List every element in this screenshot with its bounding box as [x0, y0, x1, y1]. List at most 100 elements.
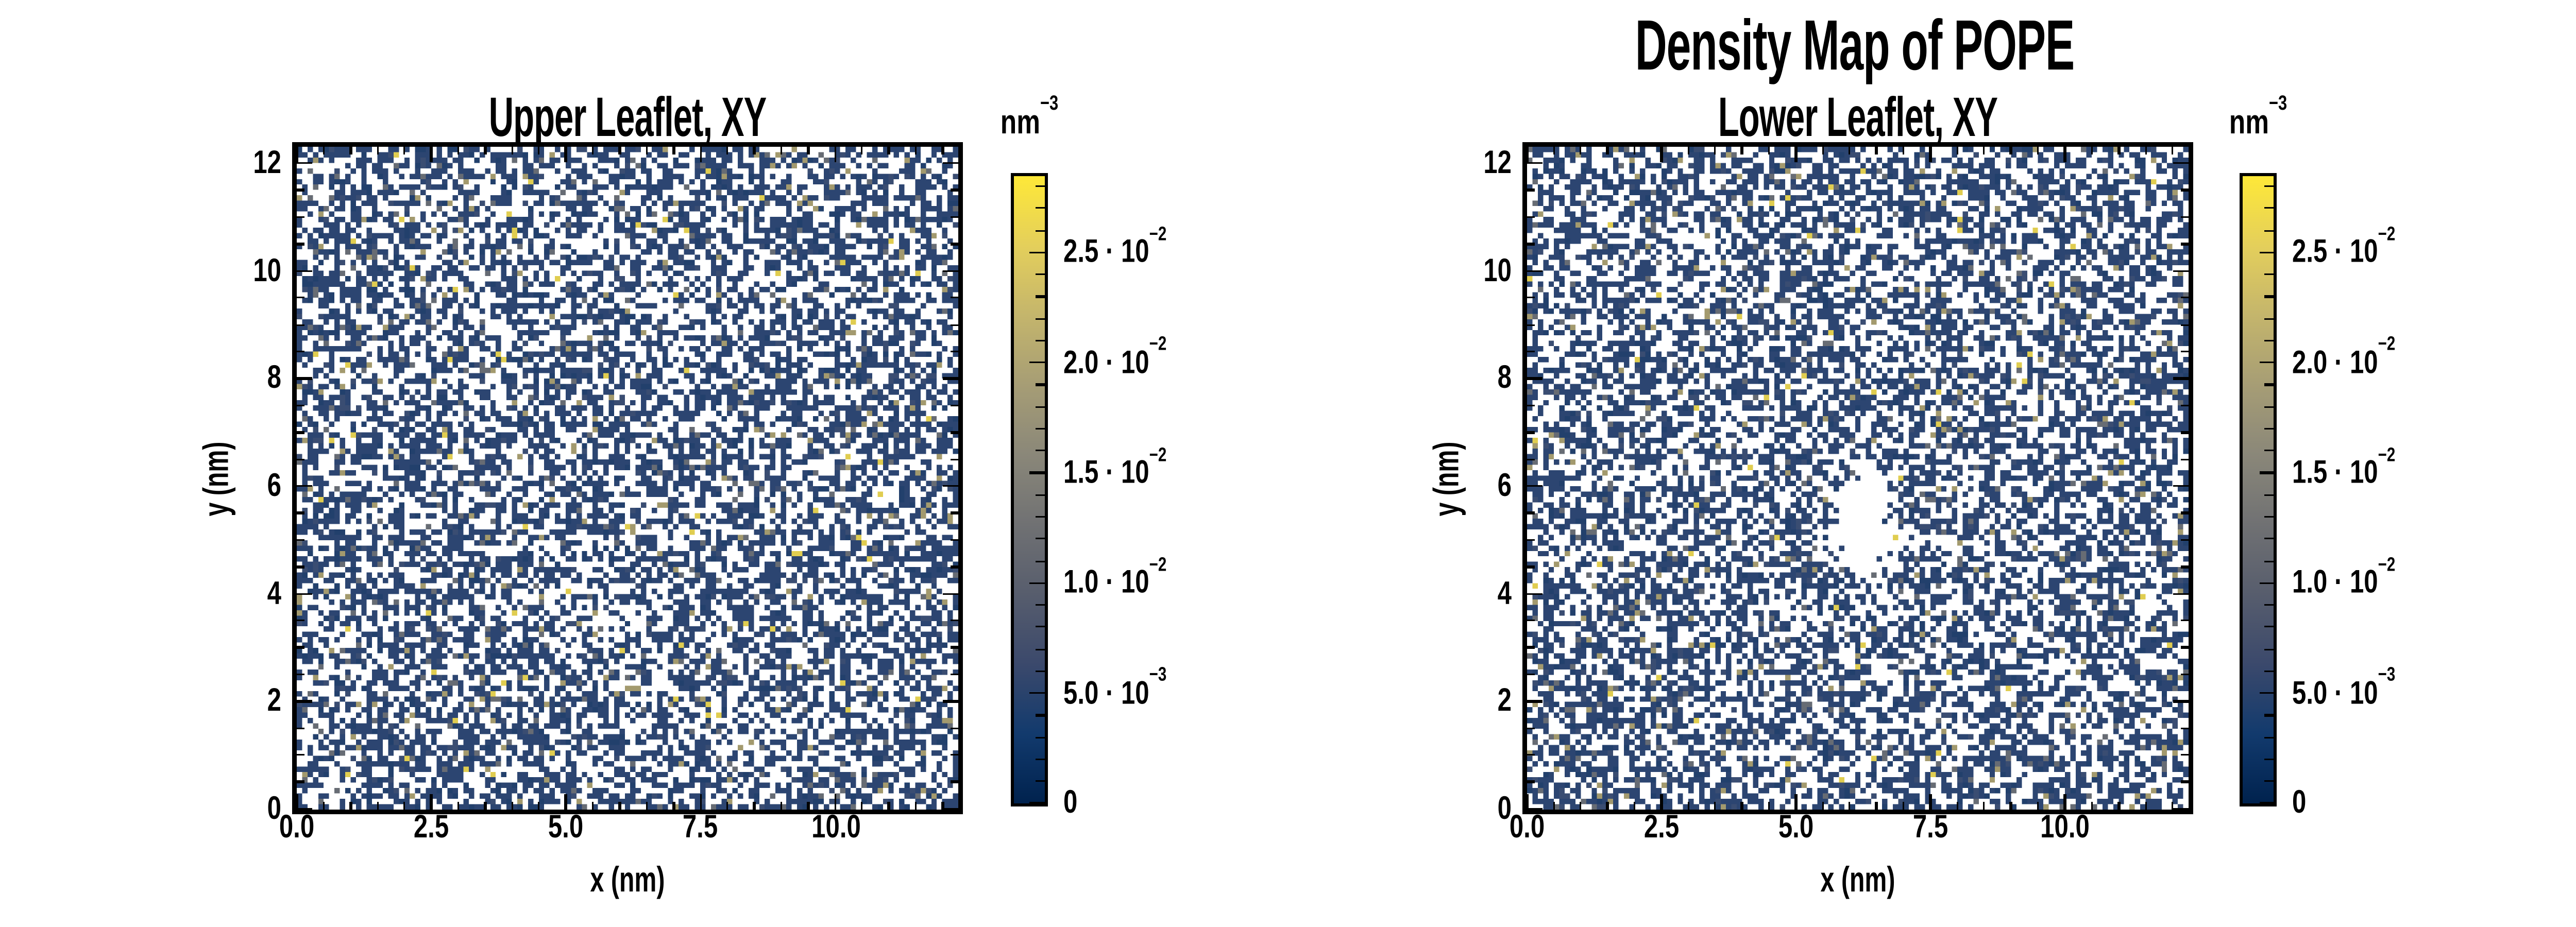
y-tick-label: 2: [1497, 683, 1512, 719]
tick-mark: [2091, 147, 2093, 155]
tick-mark: [538, 147, 540, 155]
tick-mark: [780, 801, 783, 809]
tick-mark: [1527, 270, 1543, 272]
tick-mark: [943, 592, 959, 595]
tick-mark: [2181, 565, 2189, 568]
colorbar-tick-mark: [1035, 229, 1044, 232]
tick-mark: [2037, 801, 2039, 809]
tick-mark: [1579, 801, 1582, 809]
tick-mark: [297, 243, 305, 245]
tick-mark: [1527, 620, 1535, 622]
tick-mark: [2037, 147, 2039, 155]
tick-mark: [951, 243, 959, 245]
colorbar-tick-mark: [2264, 207, 2274, 210]
tick-mark: [2181, 620, 2189, 622]
tick-mark: [1527, 377, 1543, 380]
tick-mark: [349, 801, 352, 809]
tick-mark: [834, 793, 836, 809]
tick-mark: [1902, 147, 1905, 155]
tick-mark: [484, 147, 486, 155]
colorbar-tick-mark: [2264, 560, 2274, 562]
tick-mark: [2181, 243, 2189, 245]
tick-mark: [699, 793, 702, 809]
tick-mark: [1902, 801, 1905, 809]
tick-mark: [1527, 323, 1535, 326]
tick-mark: [1821, 147, 1824, 155]
tick-mark: [951, 404, 959, 407]
tick-mark: [888, 801, 890, 809]
y-tick-label: 6: [1497, 468, 1512, 504]
colorbar-tick-label: 2.0 · 10−2: [2292, 333, 2396, 381]
y-tick-label: 0: [1497, 791, 1512, 827]
colorbar-tick-mark: [1035, 780, 1044, 782]
colorbar-tick-mark: [2264, 339, 2274, 342]
colorbar-tick-mark: [1035, 736, 1044, 739]
tick-mark: [297, 485, 313, 488]
tick-mark: [2181, 754, 2189, 757]
tick-mark: [297, 620, 305, 622]
y-tick-label: 12: [1483, 145, 1512, 181]
tick-mark: [699, 147, 702, 163]
y-tick-label: 4: [267, 575, 282, 611]
colorbar-tick-label: 0: [1062, 785, 1077, 820]
tick-mark: [511, 801, 514, 809]
tick-mark: [1929, 147, 1931, 163]
tick-mark: [297, 323, 305, 326]
x-tick-label: 7.5: [1913, 810, 1948, 845]
tick-mark: [1714, 147, 1717, 155]
tick-mark: [430, 793, 433, 809]
colorbar: [1010, 172, 1047, 806]
tick-mark: [591, 147, 594, 155]
tick-mark: [1849, 801, 1851, 809]
tick-mark: [1633, 147, 1636, 155]
tick-mark: [297, 539, 305, 541]
tick-mark: [296, 793, 298, 809]
tick-mark: [403, 801, 406, 809]
y-tick-label: 8: [267, 360, 282, 396]
x-tick-label: 5.0: [549, 810, 584, 845]
tick-mark: [2171, 147, 2174, 155]
colorbar-tick-mark: [1035, 450, 1044, 452]
colorbar-tick-mark: [1029, 692, 1044, 694]
tick-mark: [1660, 793, 1663, 809]
tick-mark: [2181, 539, 2189, 541]
colorbar-tick-mark: [2264, 317, 2274, 320]
tick-mark: [1849, 147, 1851, 155]
colorbar-tick-mark: [1029, 251, 1044, 253]
tick-mark: [861, 801, 863, 809]
tick-mark: [951, 216, 959, 218]
tick-mark: [951, 458, 959, 460]
tick-mark: [1526, 793, 1528, 809]
tick-mark: [951, 781, 959, 783]
tick-mark: [951, 431, 959, 434]
tick-mark: [591, 801, 594, 809]
tick-mark: [1527, 350, 1535, 353]
tick-mark: [2181, 404, 2189, 407]
colorbar-tick-mark: [1035, 604, 1044, 606]
tick-mark: [1794, 147, 1797, 163]
tick-mark: [376, 147, 379, 155]
tick-mark: [943, 700, 959, 702]
colorbar-tick-mark: [2259, 472, 2274, 474]
tick-mark: [1527, 592, 1543, 595]
tick-mark: [1552, 801, 1555, 809]
colorbar-unit-label: nm−3: [2229, 92, 2288, 141]
colorbar-tick-label: 5.0 · 10−3: [2292, 664, 2396, 711]
tick-mark: [807, 147, 809, 155]
tick-mark: [297, 754, 305, 757]
tick-mark: [297, 216, 305, 218]
tick-mark: [753, 801, 756, 809]
colorbar-tick-mark: [1035, 648, 1044, 650]
tick-mark: [646, 801, 648, 809]
tick-mark: [1714, 801, 1717, 809]
x-axis-label: x (nm): [590, 859, 666, 899]
tick-mark: [1527, 243, 1535, 245]
tick-mark: [1527, 565, 1535, 568]
tick-mark: [1527, 539, 1535, 541]
tick-mark: [943, 808, 959, 810]
tick-mark: [1956, 147, 1959, 155]
tick-mark: [1527, 189, 1535, 192]
colorbar-tick-mark: [2259, 582, 2274, 584]
tick-mark: [2144, 147, 2147, 155]
tick-mark: [349, 147, 352, 155]
